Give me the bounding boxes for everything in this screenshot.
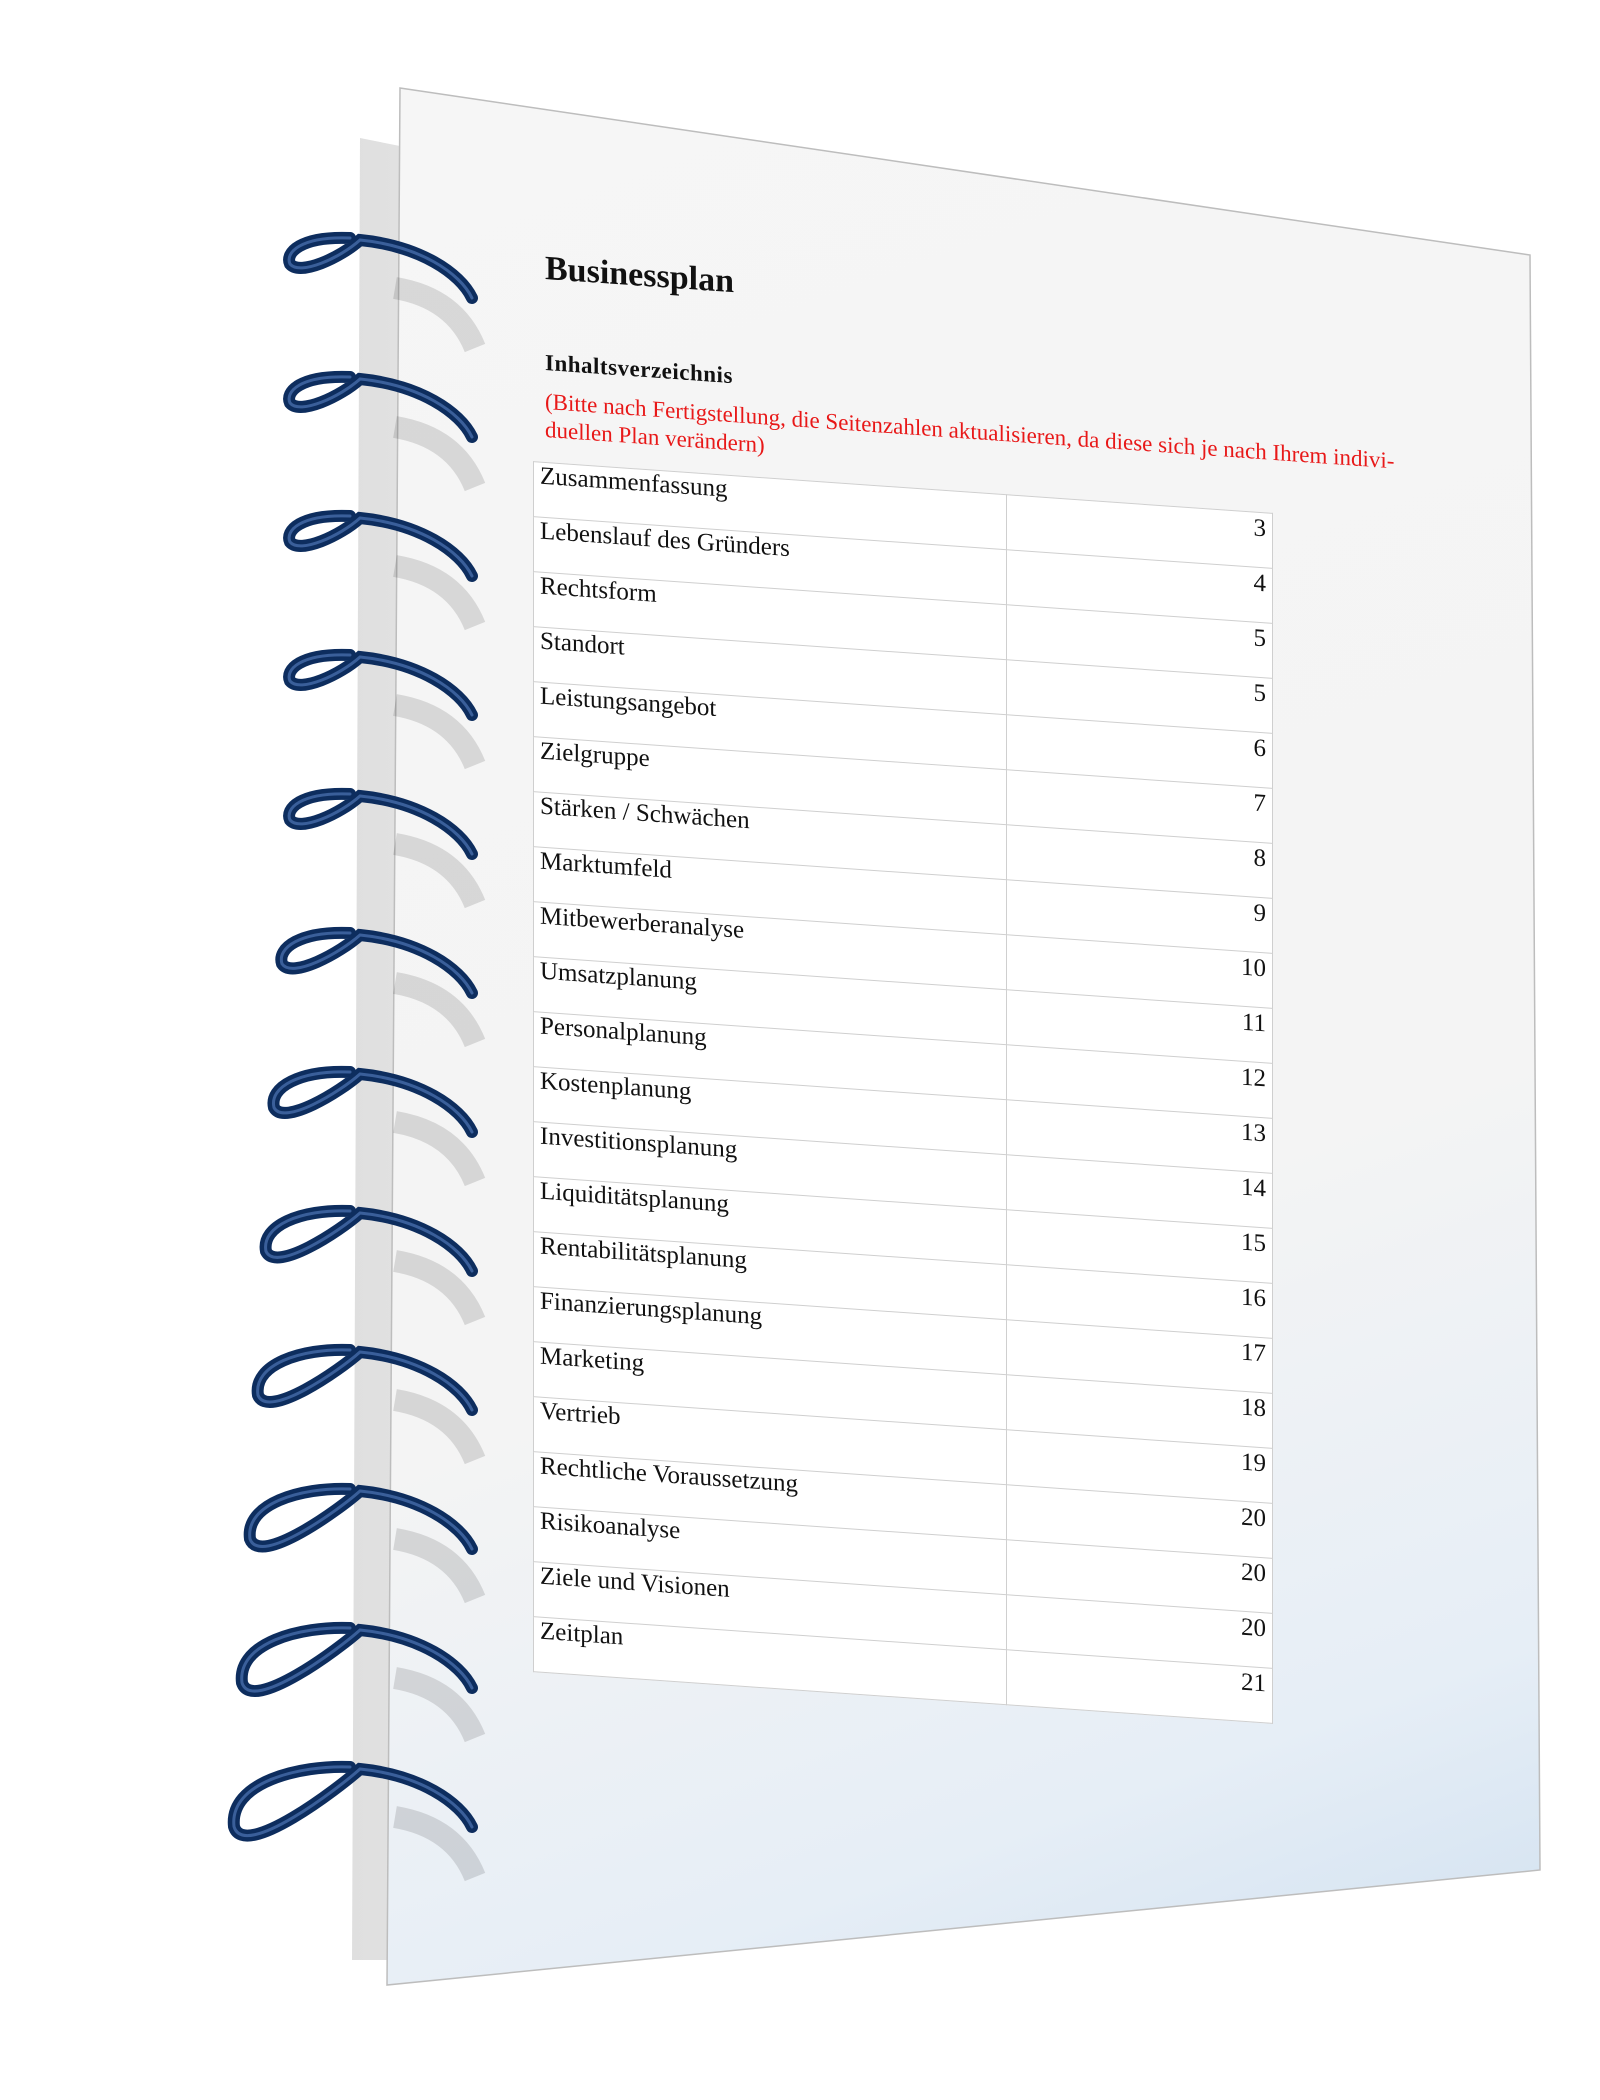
spiral-coil (251, 1343, 486, 1465)
spiral-coil (227, 1760, 486, 1882)
spiral-coil (259, 1204, 486, 1326)
spiral-coil (235, 1621, 486, 1743)
spiral-coil (267, 1065, 486, 1187)
spiral-coil (243, 1482, 486, 1604)
spiral-coil (283, 231, 486, 353)
spiral-coil (283, 648, 486, 770)
spiral-coil (283, 370, 486, 492)
spiral-coil (283, 787, 486, 909)
spiral-coil (283, 509, 486, 631)
spiral-coil (275, 926, 486, 1048)
